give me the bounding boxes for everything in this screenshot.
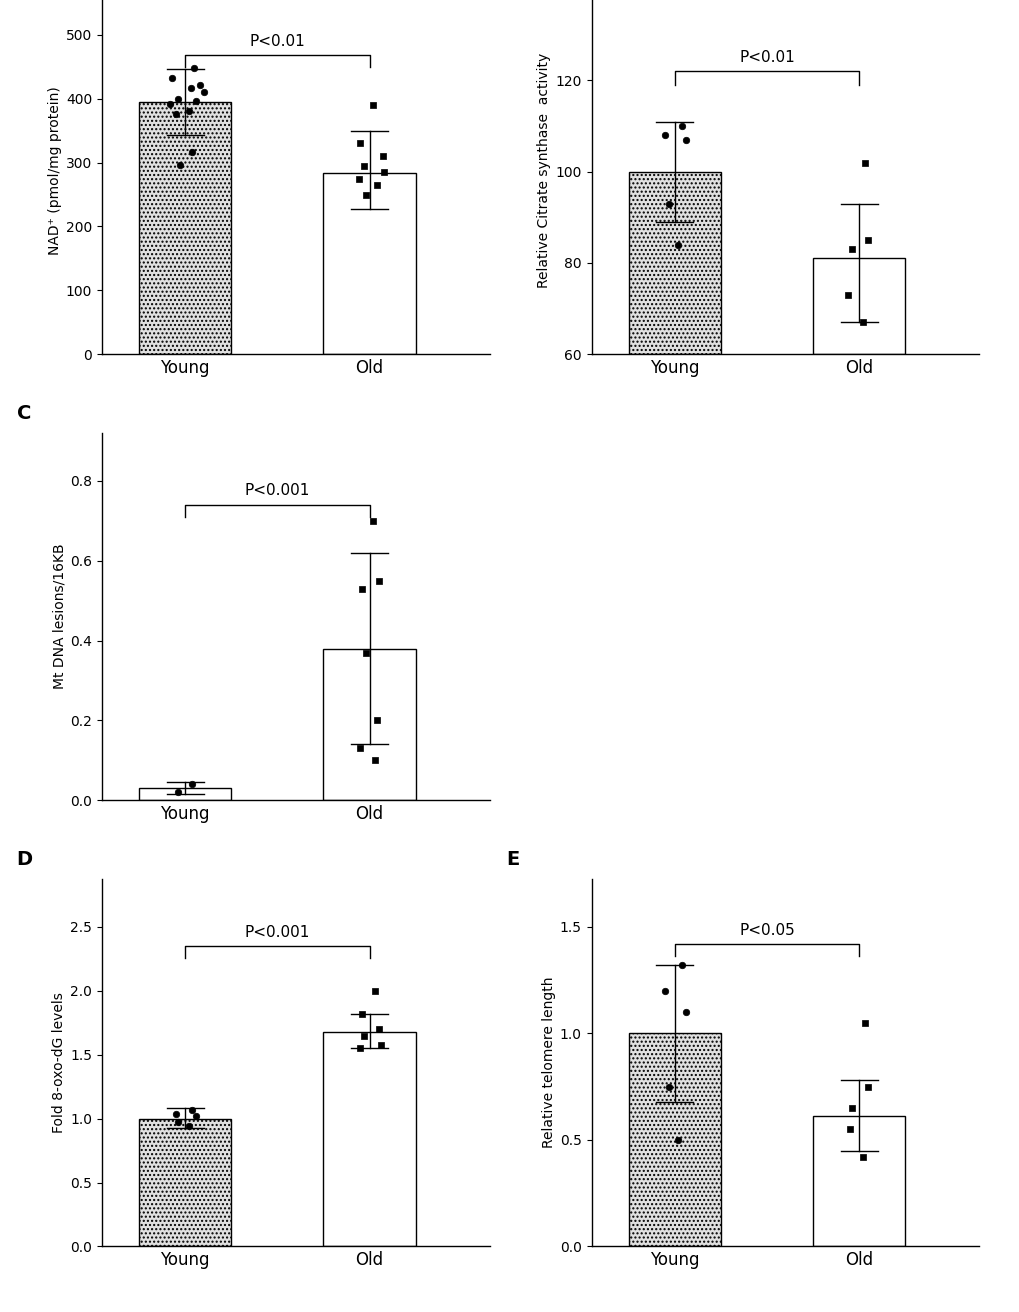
Bar	[628, 1034, 720, 1246]
Text: E: E	[505, 850, 519, 869]
Point	[162, 94, 178, 115]
Point	[374, 146, 390, 167]
Point	[370, 1018, 386, 1039]
Point	[352, 1038, 368, 1059]
Y-axis label: Relative Citrate synthase  activity: Relative Citrate synthase activity	[537, 52, 551, 289]
Bar	[812, 1117, 905, 1246]
Point	[859, 1076, 875, 1097]
Point	[169, 1113, 185, 1134]
Bar	[323, 173, 416, 354]
Point	[854, 312, 870, 333]
Point	[196, 81, 212, 102]
Bar	[323, 648, 416, 800]
Point	[840, 285, 856, 306]
Point	[356, 1025, 372, 1046]
Point	[859, 230, 875, 251]
Text: P<0.001: P<0.001	[245, 925, 310, 939]
Point	[660, 193, 677, 214]
Point	[656, 125, 673, 146]
Point	[171, 155, 187, 176]
Bar	[812, 258, 905, 354]
Point	[674, 115, 690, 136]
Point	[656, 980, 673, 1001]
Point	[169, 782, 185, 803]
Point	[365, 94, 381, 115]
Point	[187, 91, 204, 112]
Point	[354, 1004, 370, 1025]
Point	[370, 571, 386, 592]
Point	[856, 152, 872, 173]
Point	[841, 1119, 857, 1140]
Y-axis label: Fold 8-oxo-dG levels: Fold 8-oxo-dG levels	[52, 992, 66, 1134]
Bar	[139, 1119, 231, 1246]
Y-axis label: Mt DNA lesions/16KB: Mt DNA lesions/16KB	[52, 544, 66, 689]
Text: P<0.01: P<0.01	[739, 50, 794, 64]
Point	[677, 1001, 693, 1022]
Point	[843, 239, 859, 260]
Point	[358, 184, 374, 205]
Point	[169, 88, 185, 109]
Point	[192, 75, 208, 96]
Y-axis label: NAD⁺ (pmol/mg protein): NAD⁺ (pmol/mg protein)	[48, 87, 62, 255]
Point	[367, 980, 383, 1001]
Point	[369, 710, 385, 731]
Bar	[139, 102, 231, 354]
Text: C: C	[16, 404, 31, 422]
Point	[182, 77, 199, 98]
Point	[677, 130, 693, 151]
Bar	[323, 1031, 416, 1246]
Point	[187, 1106, 204, 1127]
Point	[180, 100, 197, 121]
Point	[185, 58, 202, 79]
Text: P<0.01: P<0.01	[250, 34, 305, 49]
Bar	[628, 172, 720, 354]
Point	[356, 155, 372, 176]
Point	[354, 579, 370, 600]
Text: P<0.05: P<0.05	[739, 922, 794, 938]
Point	[669, 235, 686, 256]
Point	[674, 955, 690, 976]
Point	[167, 1103, 183, 1124]
Bar	[139, 789, 231, 800]
Point	[843, 1097, 859, 1118]
Point	[167, 104, 183, 125]
Point	[856, 1013, 872, 1034]
Y-axis label: Relative telomere length: Relative telomere length	[541, 977, 555, 1148]
Point	[854, 1147, 870, 1168]
Point	[660, 1076, 677, 1097]
Text: D: D	[16, 850, 33, 869]
Point	[376, 161, 392, 182]
Point	[372, 1034, 388, 1055]
Point	[365, 510, 381, 531]
Point	[669, 1130, 686, 1151]
Point	[184, 142, 201, 163]
Point	[164, 68, 180, 89]
Point	[367, 750, 383, 771]
Point	[352, 737, 368, 758]
Point	[369, 174, 385, 195]
Point	[351, 168, 367, 189]
Point	[358, 642, 374, 663]
Point	[184, 774, 201, 795]
Point	[352, 133, 368, 154]
Point	[180, 1115, 197, 1136]
Text: P<0.001: P<0.001	[245, 483, 310, 499]
Point	[184, 1099, 201, 1120]
